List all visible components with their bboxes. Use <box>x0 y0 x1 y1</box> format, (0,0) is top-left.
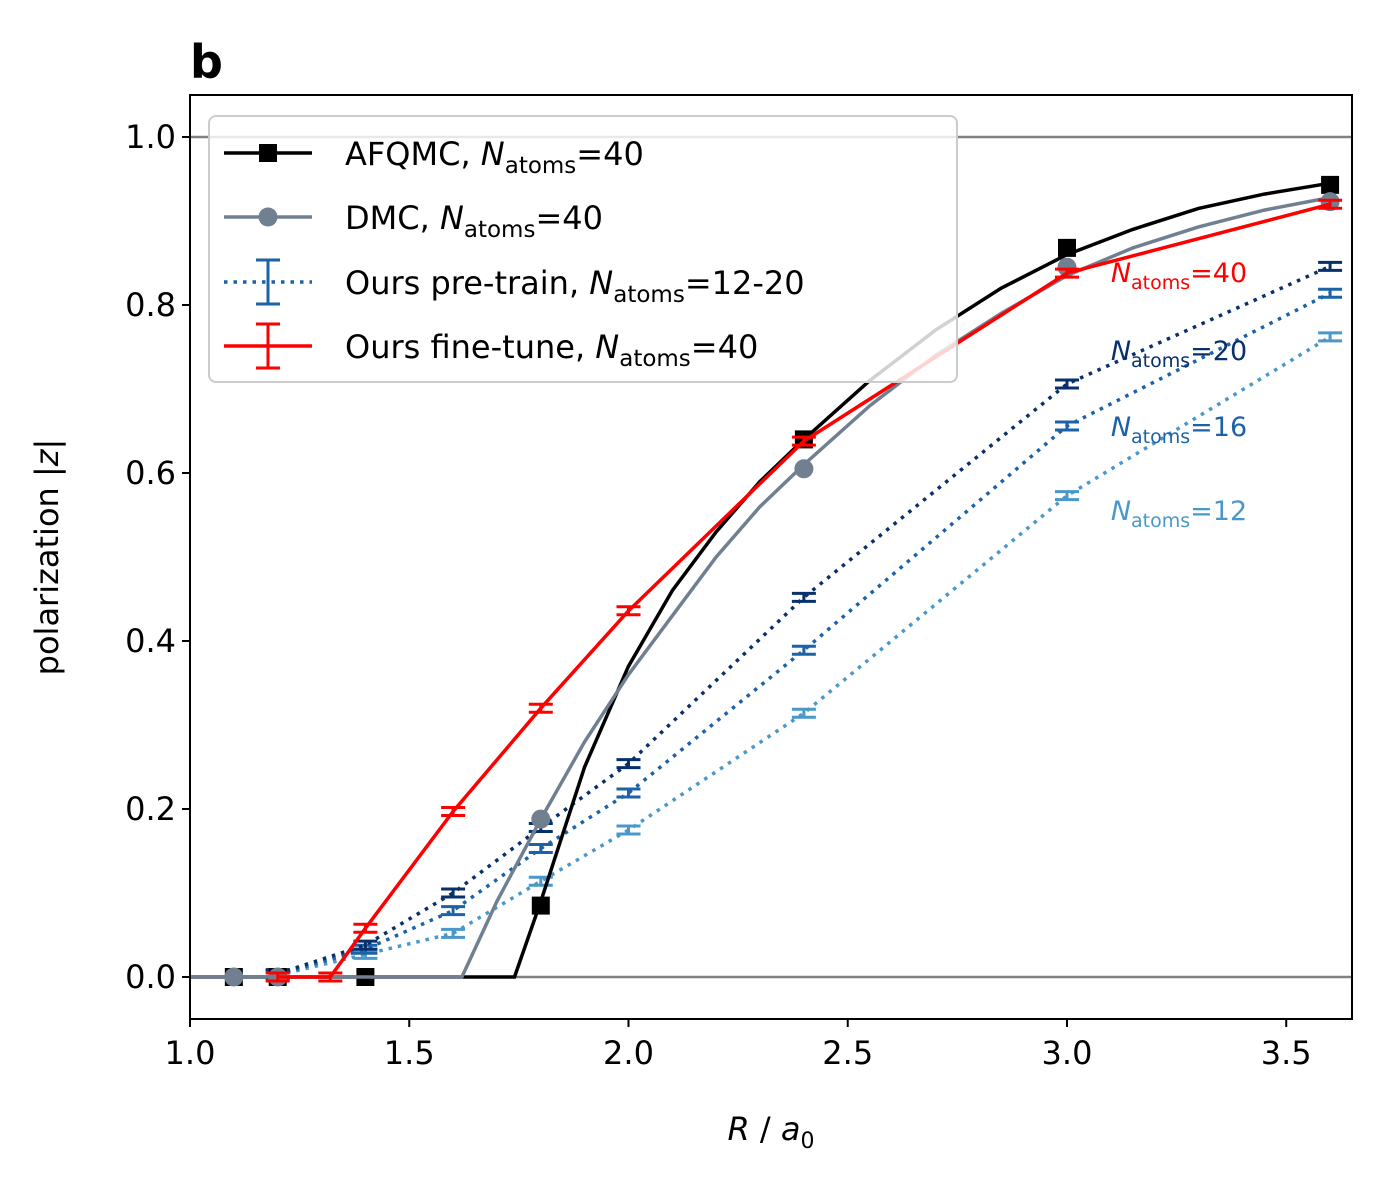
inline-label-value: =20 <box>1190 336 1247 367</box>
legend-entry-0: AFQMC, Natoms=40 <box>224 135 644 179</box>
legend-label: DMC, Natoms=40 <box>345 199 603 243</box>
legend-label: Ours fine-tune, Natoms=40 <box>345 328 758 372</box>
legend-label-var: N <box>589 264 613 302</box>
legend-marker <box>258 207 278 227</box>
legend-label-value: =40 <box>691 328 759 366</box>
legend-label-text: AFQMC, <box>345 135 481 173</box>
x-tick-label: 2.5 <box>822 1034 873 1072</box>
legend-label-text: Ours pre-train, <box>345 264 589 302</box>
series-line <box>277 291 1331 977</box>
legend-entry-2: Ours pre-train, Natoms=12-20 <box>224 258 805 308</box>
legend-label: Ours pre-train, Natoms=12-20 <box>345 264 805 308</box>
x-axis-label-sep: / <box>750 1110 781 1148</box>
inline-label-sub: atoms <box>1131 426 1190 448</box>
legend-marker <box>259 144 277 162</box>
legend-label-var: N <box>595 328 619 366</box>
series-layer <box>190 175 1343 987</box>
y-tick-label: 0.0 <box>125 958 176 996</box>
x-axis-label-symbol: R <box>728 1110 750 1148</box>
legend-label-sub: atoms <box>613 282 685 308</box>
legend-box <box>208 115 958 383</box>
y-tick-label: 0.2 <box>125 790 176 828</box>
data-point <box>1057 238 1076 257</box>
legend-label-value: =40 <box>535 199 603 237</box>
x-axis: 1.0 1.5 2.0 2.5 3.0 3.5 <box>165 1019 1312 1072</box>
inline-label-sub: atoms <box>1131 350 1190 372</box>
legend-label-var: N <box>440 199 464 237</box>
legend-label-sub: atoms <box>505 153 577 179</box>
inline-label-3: Natoms=16 <box>1111 412 1247 448</box>
inline-label-sub: atoms <box>1131 510 1190 532</box>
legend-label-text: Ours fine-tune, <box>345 328 595 366</box>
series-line <box>190 195 1331 979</box>
y-axis-label-text: polarization | <box>28 466 66 675</box>
y-axis: 0.0 0.2 0.4 0.6 0.8 1.0 <box>125 118 190 996</box>
x-tick-label: 1.5 <box>384 1034 435 1072</box>
data-point <box>224 967 244 987</box>
y-axis-label-bar: | <box>28 439 66 450</box>
y-tick-label: 0.8 <box>125 286 176 324</box>
y-axis-label-var: z <box>28 448 66 467</box>
data-point <box>1321 175 1340 194</box>
legend-label-sub: atoms <box>619 346 691 372</box>
legend-label: AFQMC, Natoms=40 <box>345 135 644 179</box>
legend-label-var: N <box>481 135 505 173</box>
plot-frame <box>189 94 1353 1020</box>
panel-label: b <box>190 35 223 89</box>
x-tick-label: 2.0 <box>603 1034 654 1072</box>
data-point <box>531 896 550 915</box>
x-tick-label: 3.0 <box>1042 1034 1093 1072</box>
y-tick-label: 0.4 <box>125 622 176 660</box>
data-point <box>794 459 814 479</box>
legend-entry-1: DMC, Natoms=40 <box>224 199 603 243</box>
x-tick-label: 3.5 <box>1261 1034 1312 1072</box>
legend-label-value: =40 <box>576 135 644 173</box>
legend-entry-3: Ours fine-tune, Natoms=40 <box>224 322 758 372</box>
data-point <box>531 809 551 829</box>
inline-label-4: Natoms=12 <box>1111 496 1247 532</box>
inline-label-var: N <box>1111 412 1131 443</box>
inline-label-value: =12 <box>1190 496 1247 527</box>
x-axis-label-unit: a <box>781 1110 801 1148</box>
x-tick-label: 1.0 <box>165 1034 216 1072</box>
series-5 <box>265 198 1343 983</box>
y-tick-label: 0.6 <box>125 454 176 492</box>
x-axis-label-unit-sub: 0 <box>800 1129 814 1154</box>
inline-label-value: =16 <box>1190 412 1247 443</box>
series-3 <box>265 287 1343 980</box>
y-tick-label: 1.0 <box>125 118 176 156</box>
inline-label-var: N <box>1111 496 1131 527</box>
legend-label-text: DMC, <box>345 199 440 237</box>
inline-label-value: =40 <box>1190 258 1247 289</box>
legend-label-value: =12-20 <box>685 264 805 302</box>
inline-label-var: N <box>1111 258 1131 289</box>
inline-label-sub: atoms <box>1131 272 1190 294</box>
legend-label-sub: atoms <box>464 217 536 243</box>
series-line <box>277 335 1332 978</box>
x-axis-label: R / a0 <box>728 1110 815 1154</box>
inline-label-2: Natoms=20 <box>1111 336 1247 372</box>
inline-label-5: Natoms=40 <box>1111 258 1247 294</box>
inline-label-var: N <box>1111 336 1131 367</box>
y-axis-label: polarization |z| <box>28 439 66 676</box>
